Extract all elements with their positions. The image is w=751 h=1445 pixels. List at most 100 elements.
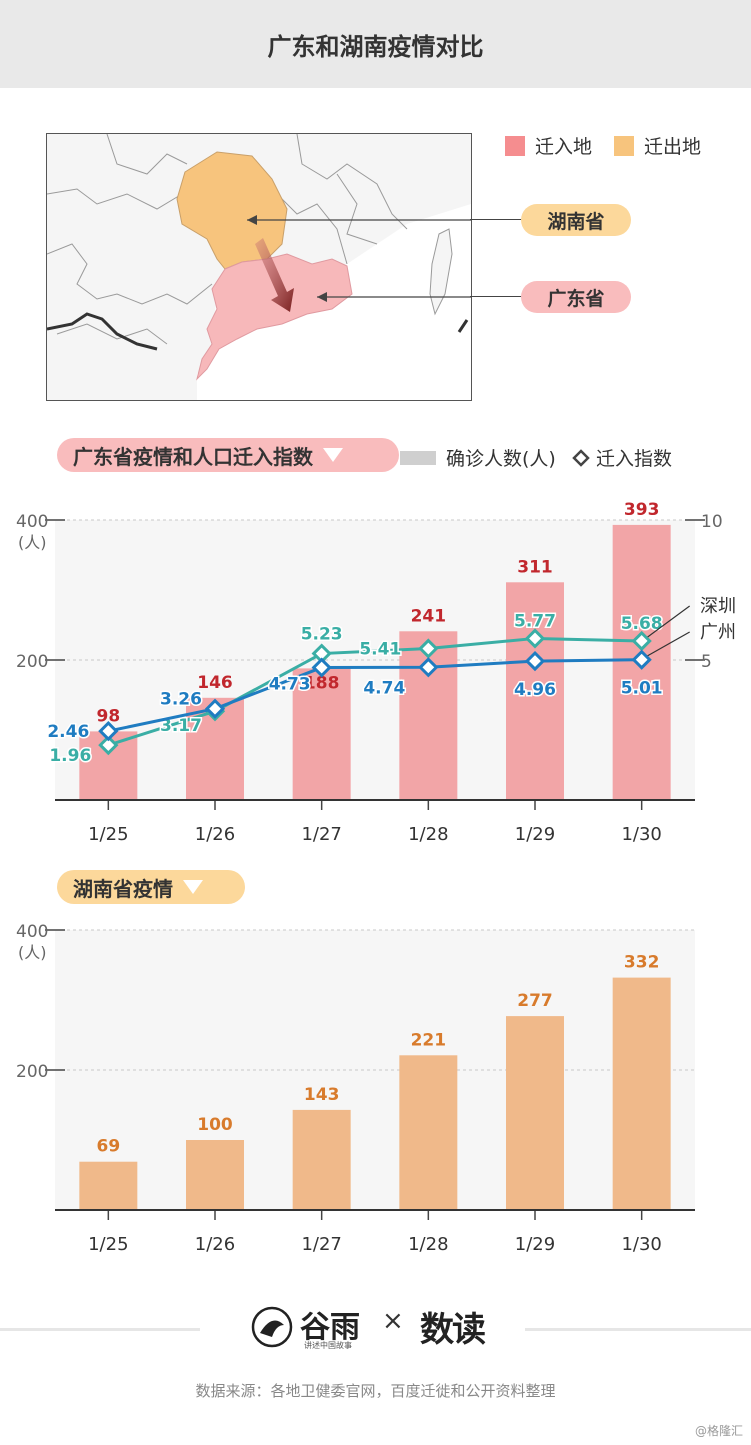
bar-legend-swatch <box>400 450 436 465</box>
line-value-label: 4.74 <box>363 678 405 698</box>
data-source-note: 数据来源：各地卫健委官网，百度迁徙和公开资料整理 <box>195 1382 556 1400</box>
line-value-label: 5.77 <box>514 611 556 631</box>
x-tick-label: 1/28 <box>408 1234 448 1255</box>
bar-value-label: 393 <box>624 500 660 520</box>
bar <box>292 1109 351 1210</box>
legend-inflow-label: 迁入地 <box>535 136 593 158</box>
guangdong-label: 广东省 <box>521 281 631 313</box>
bar-legend-label: 确诊人数(人) <box>446 448 556 470</box>
bar <box>506 1016 564 1210</box>
legend-inflow-swatch <box>505 135 525 156</box>
line-value-label: 4.96 <box>514 680 556 700</box>
bar-value-label: 241 <box>411 606 447 626</box>
bar <box>399 1055 458 1210</box>
line-value-label: 5.23 <box>301 625 343 645</box>
hunan-label: 湖南省 <box>521 204 631 236</box>
bar-value-label: 221 <box>411 1030 447 1050</box>
hunan-chart: 200 400(人) 1/25 69 1/26 100 1/27 143 1/28 221 1/29… <box>16 922 695 1255</box>
bar-value-label: 332 <box>624 953 660 973</box>
migration-arrow <box>255 238 294 312</box>
guyu-logo-sub: 讲述中国故事 <box>304 1341 352 1350</box>
line-value-label: 5.01 <box>621 679 663 699</box>
x-tick-label: 1/25 <box>88 824 128 845</box>
series-callout-line <box>647 605 691 638</box>
line-point <box>524 628 546 649</box>
bar-value-label: 100 <box>197 1115 233 1135</box>
diamond-icon <box>572 448 590 467</box>
line-point <box>98 720 119 742</box>
series-callout-line <box>647 631 690 657</box>
x-tick-label: 1/29 <box>515 1234 555 1255</box>
y-tick-label: 400 <box>16 512 48 532</box>
line-point <box>418 638 439 659</box>
x-tick-label: 1/30 <box>621 1234 661 1255</box>
bar <box>612 977 671 1210</box>
x-tick-label: 1/28 <box>408 824 448 845</box>
guangdong-chart-title: 广东省疫情和人口迁入指数 <box>57 438 399 472</box>
bar <box>186 1140 244 1210</box>
footer-logos: 谷雨 讲述中国故事 × 数读 <box>0 1300 751 1360</box>
y-axis-unit: (人) <box>18 533 47 552</box>
line-point <box>311 657 332 678</box>
y2-tick-label: 10 <box>701 512 723 532</box>
bar <box>506 582 564 800</box>
line-point <box>98 734 119 756</box>
chart-legend-bar: 确诊人数(人) <box>400 444 556 471</box>
y-tick-label: 400 <box>16 922 48 942</box>
y2-tick-label: 5 <box>701 652 712 672</box>
series-name-label: 广州 <box>700 622 736 643</box>
x-tick-label: 1/29 <box>515 824 555 845</box>
bar-value-label: 146 <box>197 673 233 693</box>
line-value-label: 3.17 <box>160 716 202 736</box>
page-title: 广东和湖南疫情对比 <box>0 0 751 88</box>
line-series-shenzhen <box>107 636 642 747</box>
line-point <box>631 630 652 652</box>
hunan-pointer-ext <box>470 219 522 221</box>
chevron-down-icon <box>183 880 203 894</box>
line-value-label: 2.46 <box>47 722 89 742</box>
chevron-down-icon <box>323 448 343 462</box>
taiwan-shape <box>429 228 453 316</box>
guyu-logo-text: 谷雨 <box>300 1310 360 1345</box>
national-border <box>47 312 158 351</box>
y-axis-unit: (人) <box>18 943 47 962</box>
series-name-label: 深圳 <box>700 596 736 617</box>
y-tick-label: 200 <box>16 652 48 672</box>
hunan-chart-title-text: 湖南省疫情 <box>73 876 173 901</box>
bar <box>292 668 351 800</box>
line-legend-label: 迁入指数 <box>596 448 673 470</box>
line-point <box>631 649 652 670</box>
x-tick-label: 1/27 <box>301 824 341 845</box>
guangdong-province <box>196 253 353 381</box>
x-tick-label: 1/27 <box>301 1234 341 1255</box>
watermark-credit: @格隆汇 <box>694 1424 743 1438</box>
line-value-label: 4.73 <box>269 675 311 695</box>
legend-inflow: 迁入地 <box>505 132 592 159</box>
times-sign: × <box>382 1306 404 1336</box>
bar-value-label: 69 <box>96 1137 120 1157</box>
line-point <box>524 650 546 672</box>
bar <box>79 1161 138 1210</box>
bar-value-label: 143 <box>304 1085 340 1105</box>
guangdong-chart-title-text: 广东省疫情和人口迁入指数 <box>73 444 313 469</box>
y-tick-label: 200 <box>16 1062 48 1082</box>
guangdong-pointer-ext <box>470 296 522 298</box>
guyu-logo-icon <box>251 1306 293 1348</box>
hunan-chart-title: 湖南省疫情 <box>57 870 245 904</box>
bar-value-label: 98 <box>96 706 120 726</box>
line-value-label: 1.96 <box>49 746 91 766</box>
x-tick-label: 1/25 <box>88 1234 128 1255</box>
x-tick-label: 1/26 <box>195 1234 235 1255</box>
map-panel <box>46 133 472 401</box>
line-point <box>204 698 226 719</box>
legend-outflow: 迁出地 <box>614 132 701 159</box>
line-value-label: 5.41 <box>359 640 401 660</box>
bar-value-label: 277 <box>517 991 553 1011</box>
x-tick-label: 1/30 <box>621 824 661 845</box>
line-value-label: 3.26 <box>160 690 202 710</box>
bar-value-label: 188 <box>304 673 340 693</box>
line-value-label: 5.68 <box>621 614 663 634</box>
legend-outflow-label: 迁出地 <box>644 136 702 158</box>
legend-outflow-swatch <box>614 135 634 156</box>
shudu-logo-text: 数读 <box>420 1310 486 1350</box>
